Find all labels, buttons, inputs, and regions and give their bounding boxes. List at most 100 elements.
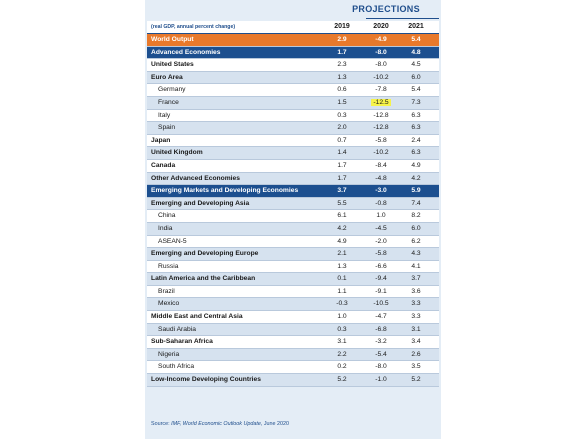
cell-2021: 4.5 — [411, 61, 421, 69]
cell-2019: 1.1 — [337, 287, 347, 295]
cell-2021: 5.2 — [411, 376, 421, 384]
cell-2020: -10.5 — [373, 300, 389, 308]
cell-2019: 0.7 — [337, 136, 347, 144]
cell-2020: -4.7 — [375, 313, 387, 321]
row-label: United States — [151, 61, 194, 69]
row-label: Latin America and the Caribbean — [151, 275, 256, 283]
row-label: ASEAN-5 — [158, 237, 187, 245]
cell-2021: 3.3 — [411, 300, 421, 308]
cell-2020: -4.5 — [375, 224, 387, 232]
cell-2021: 4.3 — [411, 250, 421, 258]
row-label: Italy — [158, 111, 171, 119]
row-label: Nigeria — [158, 350, 180, 358]
table-row: Russia 1.3 -6.6 4.1 — [147, 260, 439, 274]
header-2021: 2021 — [408, 23, 424, 30]
row-label: Other Advanced Economies — [151, 174, 240, 182]
cell-2019: -0.3 — [336, 300, 348, 308]
cell-2021: 5.9 — [411, 187, 421, 195]
source-prefix: Source: — [151, 421, 172, 427]
cell-2020: -6.6 — [375, 262, 387, 270]
cell-2019: 5.2 — [337, 376, 347, 384]
cell-2021: 8.2 — [411, 212, 421, 220]
table-row: Nigeria 2.2 -5.4 2.6 — [147, 348, 439, 362]
source-title: IMF, World Economic Outlook Update — [171, 421, 261, 427]
projections-rule — [366, 18, 439, 19]
table-body: World Output 2.9 -4.9 5.4 Advanced Economies… — [147, 34, 439, 387]
cell-2021: 6.0 — [411, 224, 421, 232]
cell-2020: -5.8 — [375, 250, 387, 258]
cell-2020: -8.0 — [375, 363, 387, 371]
cell-2019: 5.5 — [337, 199, 347, 207]
row-label: World Output — [151, 36, 194, 43]
cell-2021: 3.7 — [411, 275, 421, 283]
cell-2019: 0.3 — [337, 325, 347, 333]
cell-2019: 2.3 — [337, 61, 347, 69]
row-label: Middle East and Central Asia — [151, 313, 243, 321]
table-header-row: (real GDP, annual percent change) 2019 2… — [147, 21, 439, 34]
cell-2019: 2.9 — [337, 36, 347, 43]
cell-2020: -8.0 — [375, 48, 387, 56]
source-note: Source: IMF, World Economic Outlook Upda… — [151, 421, 289, 427]
table-row: Mexico -0.3 -10.5 3.3 — [147, 298, 439, 312]
row-label: Japan — [151, 136, 171, 144]
cell-2020: -12.8 — [373, 111, 389, 119]
cell-2019: 6.1 — [337, 212, 347, 220]
row-label: Sub-Saharan Africa — [151, 338, 213, 346]
cell-2020: -0.8 — [375, 199, 387, 207]
cell-2020: -4.8 — [375, 174, 387, 182]
cell-2021: 4.9 — [411, 161, 421, 169]
table-row: Canada 1.7 -8.4 4.9 — [147, 159, 439, 173]
table-row: Low-Income Developing Countries 5.2 -1.0 5.… — [147, 374, 439, 387]
cell-2020: -1.0 — [375, 376, 387, 384]
header-units-label: (real GDP, annual percent change) — [151, 24, 236, 30]
cell-2020: -3.2 — [375, 338, 387, 346]
cell-2020: -5.4 — [375, 350, 387, 358]
cell-2019: 2.2 — [337, 350, 347, 358]
table-row: Emerging and Developing Asia 5.5 -0.8 7.4 — [147, 197, 439, 211]
row-label: Germany — [158, 86, 186, 94]
row-label: Euro Area — [151, 73, 183, 81]
cell-2020: -8.4 — [375, 161, 387, 169]
cell-2021: 4.8 — [411, 48, 421, 56]
table-row: Emerging and Developing Europe 2.1 -5.8 4.3 — [147, 248, 439, 261]
table-row: Emerging Markets and Developing Economie… — [147, 185, 439, 198]
cell-2021: 6.2 — [411, 237, 421, 245]
table-row: Latin America and the Caribbean 0.1 -9.4 3.… — [147, 273, 439, 286]
header-2020: 2020 — [373, 23, 389, 30]
cell-2019: 1.3 — [337, 262, 347, 270]
row-label: France — [158, 98, 179, 106]
table-row: ASEAN-5 4.9 -2.0 6.2 — [147, 235, 439, 249]
row-label: Saudi Arabia — [158, 325, 196, 333]
cell-2019: 2.0 — [337, 124, 347, 132]
cell-2020: -12.8 — [373, 124, 389, 132]
source-suffix: , June 2020 — [260, 421, 290, 427]
cell-2021: 6.3 — [411, 111, 421, 119]
cell-2021: 4.2 — [411, 174, 421, 182]
cell-2019: 1.0 — [337, 313, 347, 321]
table-row: Saudi Arabia 0.3 -6.8 3.1 — [147, 323, 439, 337]
cell-2020: -9.1 — [375, 287, 387, 295]
cell-2021: 2.4 — [411, 136, 421, 144]
cell-2019: 0.2 — [337, 363, 347, 371]
cell-2021: 6.0 — [411, 73, 421, 81]
cell-2020: -8.0 — [375, 61, 387, 69]
row-label: India — [158, 224, 173, 232]
cell-2021: 3.6 — [411, 287, 421, 295]
cell-2021: 2.6 — [411, 350, 421, 358]
table-row: Brazil 1.1 -9.1 3.6 — [147, 285, 439, 299]
table-row: Germany 0.6 -7.8 5.4 — [147, 84, 439, 97]
cell-2020: -9.4 — [375, 275, 387, 283]
table-row: France 1.5 -12.5 7.3 — [147, 96, 439, 110]
row-label: South Africa — [158, 363, 195, 371]
cell-2019: 1.3 — [337, 73, 347, 81]
row-label: Mexico — [158, 300, 180, 308]
cell-2020: -5.8 — [375, 136, 387, 144]
cell-2019: 1.7 — [337, 174, 347, 182]
cell-2021: 5.4 — [411, 36, 421, 43]
cell-2019: 2.1 — [337, 250, 347, 258]
cell-2020: 1.0 — [376, 212, 386, 220]
cell-2020: -3.0 — [375, 187, 387, 195]
row-label: Brazil — [158, 287, 175, 295]
cell-2019: 3.7 — [337, 187, 347, 195]
cell-2019: 4.9 — [337, 237, 347, 245]
